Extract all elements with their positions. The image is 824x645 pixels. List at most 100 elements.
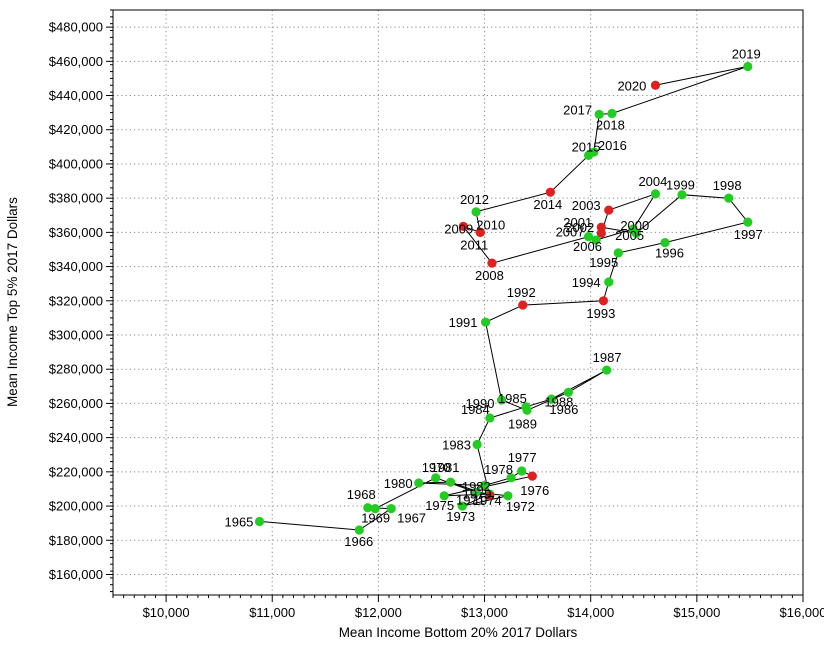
- point-label-1988: 1988: [544, 394, 573, 409]
- point-label-2003: 2003: [572, 198, 601, 213]
- data-point-2009: [458, 221, 468, 231]
- point-label-1991: 1991: [449, 315, 478, 330]
- data-point-1989: [522, 405, 532, 415]
- data-point-2002: [596, 228, 606, 238]
- point-label-1984: 1984: [461, 402, 490, 417]
- point-label-1996: 1996: [655, 246, 684, 261]
- y-tick-label: $220,000: [49, 464, 103, 479]
- data-point-1975: [439, 491, 449, 501]
- data-point-1971: [471, 487, 481, 497]
- point-label-1998: 1998: [713, 178, 742, 193]
- point-label-2006: 2006: [573, 239, 602, 254]
- point-label-1965: 1965: [224, 514, 253, 529]
- point-label-2014: 2014: [533, 197, 562, 212]
- data-point-1968: [363, 503, 373, 513]
- trajectory-path: [259, 65, 749, 531]
- data-point-1995: [613, 248, 623, 258]
- point-label-1983: 1983: [442, 437, 471, 452]
- x-axis: $10,000 $11,000 $12,000 $13,000 $14,000 $15,0…: [112, 595, 824, 620]
- point-label-1977: 1977: [508, 450, 537, 465]
- data-point-1998: [724, 193, 734, 203]
- data-point-1966: [354, 525, 364, 535]
- data-point-1983: [472, 439, 482, 450]
- data-point-2005: [628, 224, 638, 234]
- data-point-1976: [527, 471, 537, 481]
- point-label-1990: 1990: [466, 396, 495, 411]
- y-tick-label: $380,000: [49, 191, 103, 206]
- y-tick-label: $420,000: [49, 122, 103, 137]
- data-point-1981: [445, 477, 456, 487]
- y-tick-label: $280,000: [49, 362, 103, 377]
- data-point-1973: [457, 501, 467, 511]
- x-tick-label: $14,000: [567, 605, 614, 620]
- data-point-1984: [485, 413, 495, 423]
- data-point-2008: [487, 258, 497, 268]
- point-label-1994: 1994: [572, 275, 601, 290]
- x-axis-title: Mean Income Bottom 20% 2017 Dollars: [339, 625, 578, 640]
- point-label-1968: 1968: [347, 487, 376, 502]
- y-tick-label: $180,000: [49, 533, 103, 548]
- y-tick-label: $320,000: [49, 293, 103, 308]
- point-label-1982: 1982: [462, 479, 491, 494]
- data-point-1979: [479, 480, 490, 491]
- data-point-1967: [386, 504, 396, 514]
- point-label-1975: 1975: [425, 498, 454, 513]
- data-point-1999: [677, 190, 687, 200]
- point-label-1971: 1971: [456, 492, 485, 507]
- data-point-1986: [546, 394, 557, 404]
- data-point-1987: [602, 365, 612, 375]
- point-label-1973: 1973: [446, 509, 475, 524]
- data-point-1978: [506, 473, 516, 483]
- y-tick-label: $300,000: [49, 328, 103, 343]
- data-point-2020: [650, 80, 661, 90]
- data-point-2011: [475, 227, 485, 237]
- point-label-2017: 2017: [563, 102, 592, 117]
- point-label-1997: 1997: [734, 227, 763, 242]
- plot-frame: [112, 9, 804, 596]
- x-tick-label: $12,000: [355, 605, 402, 620]
- x-tick-label: $13,000: [461, 605, 508, 620]
- point-label-2015: 2015: [572, 139, 601, 154]
- point-label-1986: 1986: [549, 402, 578, 417]
- data-point-1982: [485, 491, 495, 501]
- data-point-1990: [496, 395, 507, 405]
- y-tick-label: $460,000: [49, 54, 103, 69]
- y-tick-label: $360,000: [49, 225, 103, 240]
- data-point-2017: [594, 109, 604, 119]
- grid-lines: [113, 10, 803, 595]
- point-label-2002: 2002: [565, 220, 594, 235]
- data-point-2003: [604, 205, 614, 215]
- y-axis: $160,000 $180,000 $200,000 $220,000 $240,000…: [49, 9, 113, 593]
- point-label-1999: 1999: [666, 178, 695, 193]
- data-points: [254, 61, 753, 535]
- data-point-1996: [660, 238, 670, 248]
- point-label-1969: 1969: [361, 511, 390, 526]
- point-label-2012: 2012: [460, 192, 489, 207]
- point-label-1972: 1972: [506, 499, 535, 514]
- data-point-1993: [598, 296, 609, 306]
- point-label-2007: 2007: [556, 225, 585, 240]
- point-label-2011: 2011: [460, 237, 488, 252]
- point-label-2019: 2019: [732, 46, 761, 61]
- point-label-1993: 1993: [586, 306, 615, 321]
- data-point-1994: [604, 277, 614, 287]
- data-point-2014: [545, 187, 555, 197]
- y-tick-label: $340,000: [49, 259, 103, 274]
- point-label-1979: 1979: [463, 487, 492, 502]
- data-point-1969: [370, 504, 380, 514]
- point-label-1989: 1989: [508, 416, 537, 431]
- data-point-1997: [743, 217, 753, 227]
- point-label-1985: 1985: [498, 391, 527, 406]
- point-label-1981: 1981: [431, 460, 460, 475]
- y-axis-title: Mean Income Top 5% 2017 Dollars: [5, 197, 20, 407]
- x-tick-label: $10,000: [143, 605, 190, 620]
- point-label-2005: 2005: [615, 228, 644, 243]
- y-tick-label: $160,000: [49, 567, 103, 582]
- point-label-1980: 1980: [384, 476, 413, 491]
- data-point-2004: [650, 189, 661, 199]
- point-label-1976: 1976: [520, 483, 549, 498]
- x-tick-label: $11,000: [249, 605, 295, 620]
- data-point-2018: [607, 108, 617, 119]
- point-label-2008: 2008: [475, 268, 504, 283]
